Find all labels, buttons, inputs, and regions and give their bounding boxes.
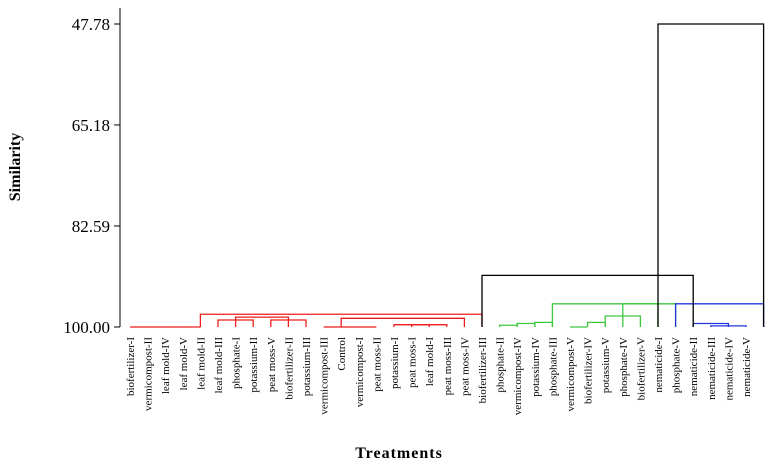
leaf-label: biofertilizer-II <box>283 337 295 400</box>
dendrogram-link <box>516 322 536 327</box>
y-ticks: 47.78 65.18 82.59 100.00 <box>63 15 120 337</box>
dendrogram-link <box>340 317 466 327</box>
leaf-label: nematicide-V <box>741 337 753 397</box>
y-axis: 47.78 65.18 82.59 100.00 <box>63 8 121 337</box>
leaf-label: leaf mold-V <box>178 337 190 391</box>
leaf-label: peat moss-III <box>442 337 454 396</box>
leaf-label: Control <box>336 337 348 371</box>
leaf-label: nematicide-II <box>688 337 700 397</box>
y-tick-label: 82.59 <box>72 217 110 236</box>
leaf-label: vermicompost-IV <box>512 337 524 415</box>
dendrogram-link <box>657 23 765 327</box>
leaf-label: potassium-III <box>301 337 313 397</box>
leaf-label: potassium-IV <box>530 337 542 397</box>
dendrogram-link <box>410 324 448 327</box>
leaf-label: leaf mold-III <box>213 337 225 394</box>
leaf-label: vermicompost-III <box>319 337 331 415</box>
leaf-label: leaf mold-IV <box>160 337 172 394</box>
leaf-label: biofertilizer-IV <box>583 337 595 404</box>
dendrogram-link <box>710 325 747 327</box>
leaf-label: nematicide-IV <box>723 337 735 401</box>
leaf-label: potassium-V <box>600 337 612 393</box>
leaf-label: phosphate-II <box>495 337 507 393</box>
leaf-label: biofertilizer-III <box>477 337 489 404</box>
leaf-label: nematicide-I <box>653 337 665 393</box>
leaf-label: phosphate-IV <box>618 337 630 397</box>
dendrogram-link <box>234 316 290 327</box>
y-axis-title: Similarity <box>7 133 24 201</box>
y-tick-label: 47.78 <box>72 15 110 34</box>
dendrogram-link <box>498 324 518 327</box>
leaf-label: biofertilizer-V <box>635 337 647 400</box>
leaf-label: peat moss-V <box>266 337 278 392</box>
leaf-label: vermicompost-V <box>565 337 577 412</box>
leaf-label: peat moss-IV <box>459 337 471 396</box>
leaf-label: vermicompost-II <box>143 337 155 411</box>
leaf-label: vermicompost-I <box>354 337 366 408</box>
dendrogram-link <box>586 321 606 327</box>
y-tick-label: 100.00 <box>63 318 110 337</box>
leaf-label: leaf mold-I <box>424 337 436 387</box>
leaf-label: peat moss-II <box>371 337 383 392</box>
leaf-label: peat moss-I <box>407 337 419 388</box>
leaf-label: biofertilizer-I <box>125 337 137 396</box>
leaf-label: potassium-II <box>248 337 260 393</box>
leaf-label: nematicide-III <box>706 337 718 400</box>
dendrogram-link <box>534 321 554 327</box>
dendrogram-links <box>130 23 765 328</box>
leaf-label: potassium-I <box>389 337 401 389</box>
leaf-label: phosphate-V <box>671 337 683 393</box>
leaf-label: phosphate-III <box>547 337 559 397</box>
leaf-labels: biofertilizer-I vermicompost-II leaf mold-… <box>125 337 753 416</box>
leaf-label: leaf mold-II <box>195 337 207 390</box>
leaf-label: phosphate-I <box>231 337 243 389</box>
y-tick-label: 65.18 <box>72 116 110 135</box>
x-axis-title: Treatments <box>355 445 443 462</box>
dendrogram-link <box>481 274 694 327</box>
